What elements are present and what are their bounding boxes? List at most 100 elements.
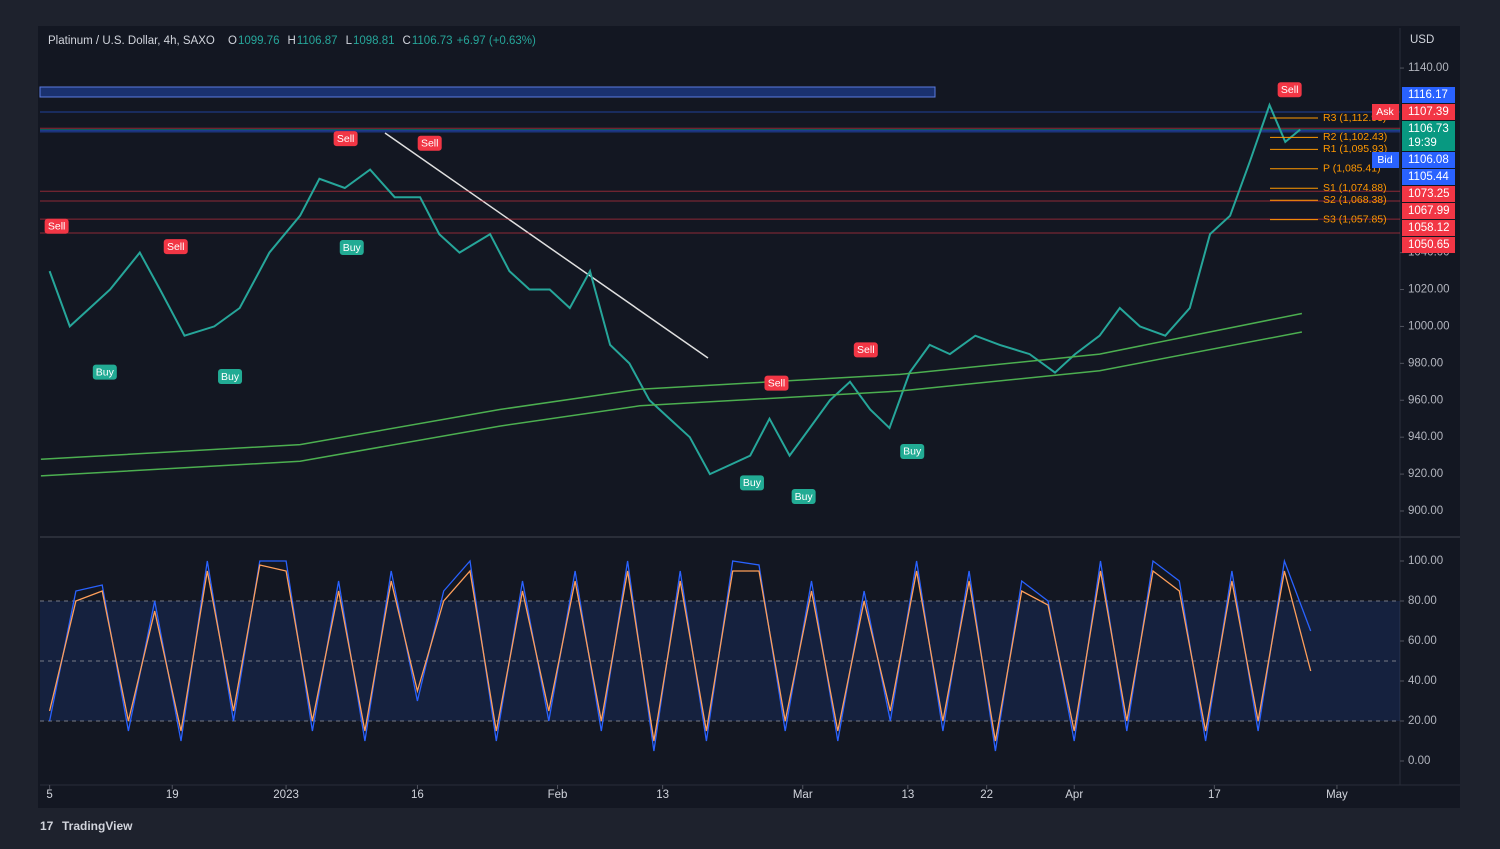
chart-background: [38, 26, 1460, 808]
ohlc-value: 1099.76: [238, 35, 280, 47]
pivot-label: R3 (1,112.93): [1323, 112, 1386, 124]
x-tick-label: 16: [411, 789, 424, 801]
y-tick-label: 40.00: [1408, 675, 1437, 687]
pivot-label: S3 (1,057.85): [1323, 213, 1387, 225]
y-tick-label: 1020.00: [1408, 284, 1450, 296]
price-label: 1058.12: [1408, 222, 1450, 234]
x-tick-label: 22: [980, 789, 993, 801]
signal-label: Sell: [167, 241, 185, 253]
x-tick-label: Feb: [548, 789, 568, 801]
price-label: 1106.73: [1408, 123, 1449, 135]
signal-label: Buy: [795, 491, 814, 503]
price-label: 1116.17: [1408, 89, 1448, 101]
price-label-box: [1402, 169, 1455, 185]
chart-title: Platinum / U.S. Dollar, 4h, SAXO: [48, 35, 215, 47]
signal-label: Buy: [343, 242, 362, 254]
signal-box: [853, 342, 878, 358]
price-label: 1067.99: [1408, 205, 1450, 217]
y-tick-label: 0.00: [1408, 755, 1430, 767]
signal-box: [44, 218, 69, 234]
signal-label: Buy: [743, 477, 762, 489]
ohlc-letter: C: [403, 35, 411, 47]
ohlc-value: 1106.73: [412, 35, 453, 47]
signal-box: [791, 488, 816, 504]
series-line: [40, 331, 1303, 477]
x-tick-label: Mar: [793, 789, 813, 801]
series-line: [48, 558, 1312, 752]
price-label-box: [1402, 220, 1455, 236]
brand: TradingView: [62, 819, 133, 833]
price-tag-box: [1372, 104, 1399, 120]
x-tick-label: 2023: [273, 789, 299, 801]
price-label-box: [1402, 203, 1455, 219]
signal-label: Sell: [337, 133, 355, 145]
signal-box: [163, 239, 188, 255]
y-tick-label: 900.00: [1408, 505, 1443, 517]
x-tick-label: 13: [656, 789, 669, 801]
price-label: 1105.44: [1408, 171, 1449, 183]
trend-line: [384, 132, 709, 359]
x-tick-label: May: [1326, 789, 1348, 801]
signal-box: [1277, 82, 1302, 98]
y-tick-label: 60.00: [1408, 635, 1437, 647]
signal-label: Sell: [768, 377, 786, 389]
ohlc-letter: H: [288, 35, 296, 47]
pivot-label: R1 (1,095.93): [1323, 143, 1387, 155]
price-tag: Ask: [1376, 106, 1394, 118]
y-tick-label: 940.00: [1408, 431, 1443, 443]
pivot-label: P (1,085.41): [1323, 163, 1381, 175]
pivot-label: S2 (1,068.38): [1323, 194, 1387, 206]
signal-label: Buy: [221, 371, 240, 383]
pivot-label: R2 (1,102.43): [1323, 131, 1387, 143]
y-tick-label: 1140.00: [1408, 62, 1449, 74]
x-tick-label: 5: [46, 789, 52, 801]
signal-box: [764, 375, 789, 391]
price-label-box: [1402, 237, 1455, 253]
price-label-box: [1402, 186, 1455, 202]
ohlc-letter: L: [346, 35, 353, 47]
signal-label: Sell: [1281, 84, 1299, 96]
price-tag-box: [1372, 152, 1399, 168]
currency: USD: [1410, 34, 1434, 46]
x-tick-label: 17: [1208, 789, 1221, 801]
y-tick-label: 100.00: [1408, 555, 1443, 567]
x-tick-label: 13: [901, 789, 914, 801]
price-label: 1073.25: [1408, 188, 1450, 200]
price-label: 1050.65: [1408, 239, 1450, 251]
signal-box: [739, 475, 764, 491]
y-tick-label: 960.00: [1408, 394, 1443, 406]
price-label-sub: 19:39: [1408, 137, 1437, 149]
series-line: [40, 312, 1303, 461]
signal-box: [900, 443, 925, 459]
price-label-box: [1402, 87, 1455, 103]
signal-label: Buy: [96, 366, 115, 378]
series-line: [48, 102, 1301, 476]
signal-label: Sell: [421, 138, 439, 150]
signal-box: [339, 240, 364, 256]
price-label-box: [1402, 104, 1455, 120]
y-tick-label: 20.00: [1408, 715, 1437, 727]
signal-label: Buy: [903, 446, 922, 458]
brand-logo: 17: [40, 819, 54, 833]
zone-box: [39, 86, 936, 98]
signal-box: [218, 369, 243, 385]
price-label-box: [1402, 152, 1455, 168]
ohlc-value: 1106.87: [297, 35, 338, 47]
price-tag: Bid: [1377, 154, 1392, 166]
pivot-label: S1 (1,074.88): [1323, 182, 1387, 194]
ohlc-letter: O: [228, 35, 237, 47]
ohlc-value: 1098.81: [353, 35, 395, 47]
signal-box: [333, 131, 358, 147]
y-tick-label: 920.00: [1408, 468, 1443, 480]
price-label: 1107.39: [1408, 106, 1449, 118]
signal-label: Sell: [48, 221, 66, 233]
price-label: 1106.08: [1408, 154, 1449, 166]
signal-box: [92, 364, 117, 380]
x-tick-label: 19: [166, 789, 179, 801]
change: +6.97 (+0.63%): [457, 35, 536, 47]
y-tick-label: 980.00: [1408, 357, 1443, 369]
signal-label: Sell: [857, 344, 875, 356]
series-line: [48, 564, 1312, 742]
